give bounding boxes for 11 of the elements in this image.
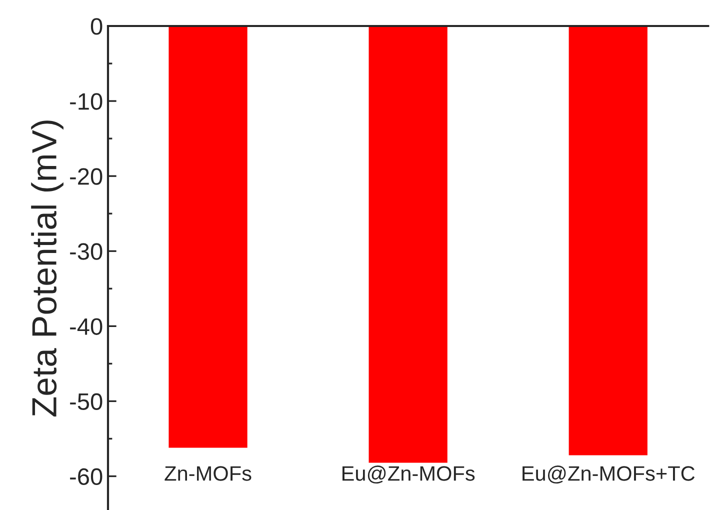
x-tick-label: Zn-MOFs (164, 466, 252, 481)
y-tick-label: -50 (70, 393, 102, 410)
y-tick-label: -20 (70, 168, 102, 185)
y-axis-title: Zeta Potential (mV) (31, 120, 64, 416)
y-tick-label: -40 (70, 318, 102, 335)
y-tick-label: -10 (70, 93, 102, 110)
y-tick-label: 0 (90, 18, 102, 35)
y-tick-label: -60 (70, 468, 102, 486)
x-tick-label: Eu@Zn-MOFs+TC (522, 466, 695, 484)
y-tick-label: -30 (70, 243, 102, 260)
x-tick-label: Eu@Zn-MOFs (342, 466, 475, 484)
